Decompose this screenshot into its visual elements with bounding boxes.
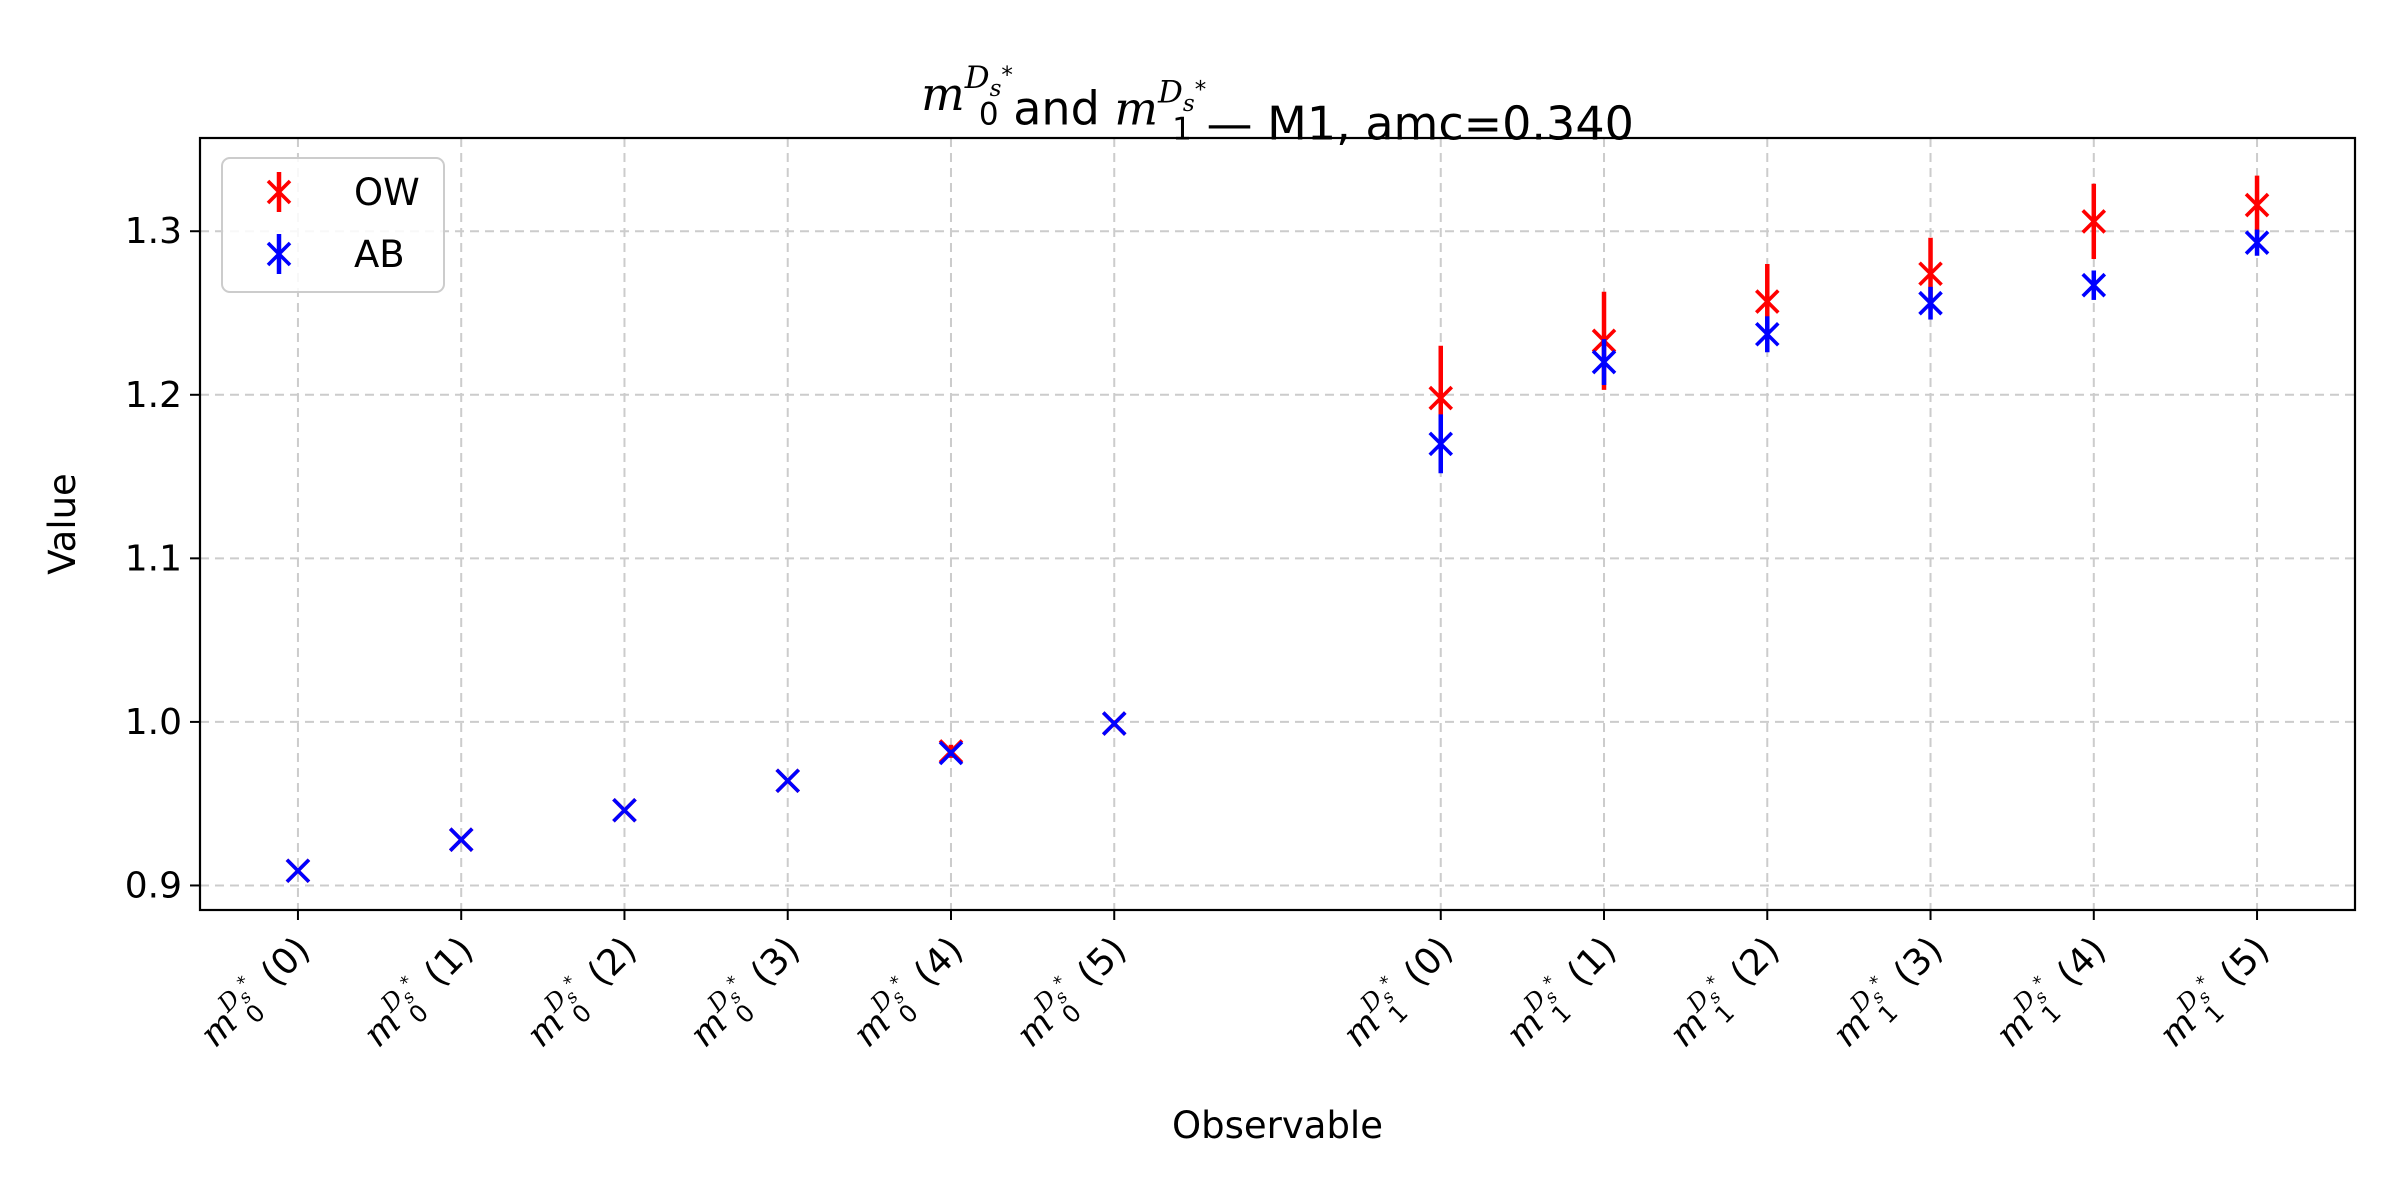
data-point-ab (2244, 230, 2270, 255)
data-point-ab (612, 797, 637, 823)
legend-label: OW (354, 171, 420, 214)
data-point-ab (2081, 272, 2107, 298)
data-point-ab (1754, 321, 1780, 347)
data-point-ow (2081, 209, 2107, 234)
y-tick-label: 1.3 (125, 211, 182, 252)
data-point-ab (938, 740, 964, 766)
data-point-ab (1101, 711, 1127, 736)
data-point-ow (1918, 261, 1943, 287)
y-tick-label: 0.9 (125, 865, 182, 906)
data-point-ab (1918, 290, 1943, 316)
y-tick-label: 1.0 (125, 702, 182, 743)
legend-marker (266, 179, 292, 205)
data-point-ab (448, 827, 474, 852)
data-point-ab (285, 858, 311, 884)
chart-title: mDs* 0 and mDs* 1 — M1, amc=0.340 (921, 60, 1634, 151)
plot-frame (198, 136, 2357, 912)
legend-marker (266, 241, 292, 267)
x-axis-label: Observable (1172, 1104, 1383, 1147)
data-point-ab (775, 768, 801, 794)
y-tick-label: 1.1 (125, 538, 182, 579)
data-point-ow (1754, 289, 1780, 314)
y-tick-label: 1.2 (125, 375, 182, 416)
data-point-ab (1591, 349, 1617, 375)
data-point-ab (1428, 431, 1454, 457)
y-axis-label: Value (41, 473, 84, 575)
legend-label: AB (354, 233, 405, 276)
data-point-ow (2244, 192, 2270, 218)
data-point-ow (1428, 385, 1454, 411)
